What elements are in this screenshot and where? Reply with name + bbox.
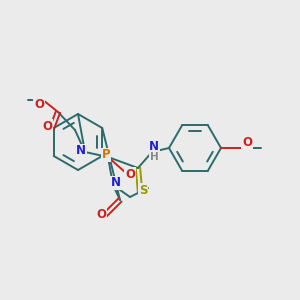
Text: O: O: [34, 98, 44, 112]
Text: S: S: [139, 184, 147, 196]
Text: O: O: [42, 119, 52, 133]
Text: O: O: [125, 167, 135, 181]
Text: O: O: [96, 208, 106, 221]
Text: P: P: [102, 148, 110, 161]
Text: N: N: [76, 145, 86, 158]
Text: H: H: [150, 152, 158, 162]
Text: N: N: [111, 176, 121, 190]
Text: N: N: [149, 140, 159, 152]
Text: O: O: [242, 136, 252, 149]
